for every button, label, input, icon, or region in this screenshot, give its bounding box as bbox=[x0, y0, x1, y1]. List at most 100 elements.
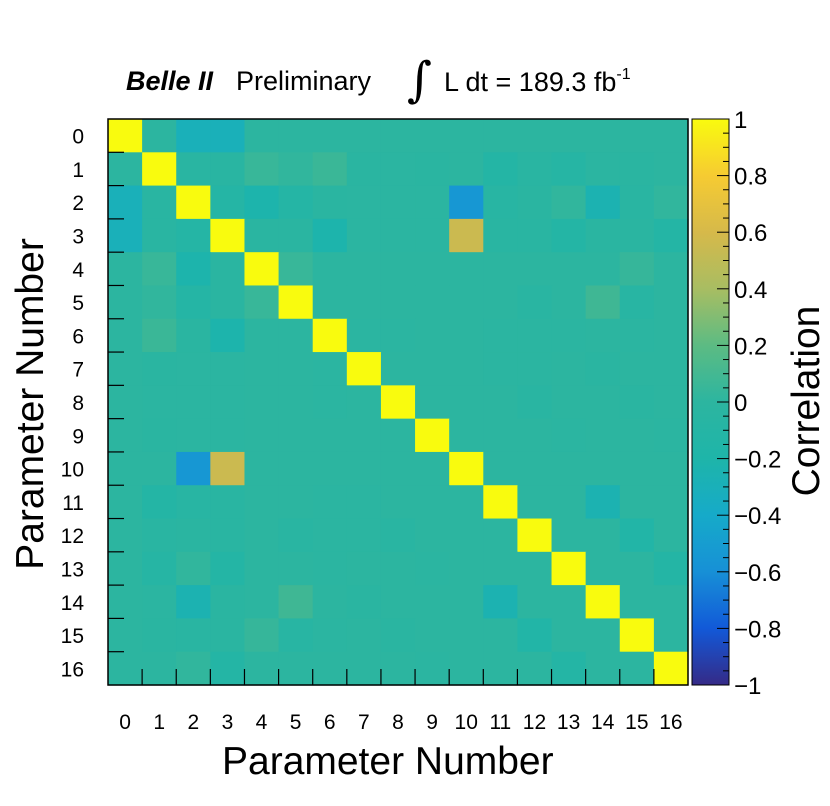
heatmap-cell-1-8 bbox=[380, 152, 416, 187]
heatmap-cell-2-5 bbox=[278, 185, 314, 220]
heatmap-cell-1-2 bbox=[176, 152, 211, 187]
heatmap-cell-13-6 bbox=[312, 551, 348, 586]
heatmap-cell-2-8 bbox=[380, 185, 416, 220]
status-label: Preliminary bbox=[236, 66, 372, 96]
y-tick-label: 7 bbox=[72, 359, 84, 382]
heatmap-cell-9-12 bbox=[517, 418, 553, 453]
y-tick-label: 14 bbox=[61, 592, 85, 615]
heatmap-cell-5-12 bbox=[517, 285, 553, 320]
heatmap-cell-4-13 bbox=[551, 252, 587, 287]
heatmap-cell-4-16 bbox=[653, 252, 689, 287]
heatmap-cell-10-10 bbox=[449, 451, 484, 486]
heatmap-cell-3-12 bbox=[517, 218, 553, 253]
heatmap-cell-14-6 bbox=[312, 585, 348, 620]
colorbar-tick-label: 0.4 bbox=[734, 277, 767, 304]
colorbar-tick-label: −0.2 bbox=[734, 447, 781, 474]
heatmap-cell-7-6 bbox=[312, 352, 348, 386]
y-tick-label: 8 bbox=[72, 392, 84, 415]
heatmap-cell-0-10 bbox=[449, 119, 484, 153]
heatmap-cell-7-15 bbox=[619, 352, 655, 386]
heatmap-cell-14-4 bbox=[244, 585, 280, 620]
heatmap-cell-9-7 bbox=[346, 418, 382, 453]
colorbar-tick-label: 0.8 bbox=[734, 164, 767, 191]
heatmap-cell-13-4 bbox=[244, 551, 280, 586]
heatmap-cell-7-7 bbox=[346, 352, 382, 386]
heatmap-cell-12-3 bbox=[210, 518, 246, 553]
heatmap-cell-11-6 bbox=[312, 485, 348, 520]
heatmap-cell-16-3 bbox=[210, 651, 246, 686]
heatmap-cell-16-4 bbox=[244, 651, 280, 686]
heatmap-cell-4-7 bbox=[346, 252, 382, 287]
heatmap-cell-0-2 bbox=[176, 119, 211, 153]
heatmap-cell-12-5 bbox=[278, 518, 314, 553]
heatmap-cell-3-14 bbox=[585, 218, 621, 253]
heatmap-cell-8-1 bbox=[142, 385, 177, 420]
heatmap-cell-8-14 bbox=[585, 385, 621, 420]
heatmap-cell-5-9 bbox=[415, 285, 450, 320]
heatmap-cell-5-1 bbox=[142, 285, 177, 320]
colorbar-tick-label: −1 bbox=[734, 673, 761, 700]
y-tick-label: 13 bbox=[61, 558, 84, 581]
heatmap-cell-16-5 bbox=[278, 651, 314, 686]
x-tick-label: 0 bbox=[119, 711, 131, 734]
heatmap-cell-2-7 bbox=[346, 185, 382, 220]
heatmap-cell-3-1 bbox=[142, 218, 177, 253]
heatmap-cell-16-0 bbox=[108, 651, 143, 686]
heatmap-cell-6-3 bbox=[210, 318, 246, 353]
heatmap-cell-1-1 bbox=[142, 152, 177, 187]
y-tick-label: 4 bbox=[72, 259, 84, 282]
heatmap-cell-8-13 bbox=[551, 385, 587, 420]
heatmap-cell-6-5 bbox=[278, 318, 314, 353]
heatmap-cell-9-11 bbox=[483, 418, 519, 453]
heatmap-cell-3-13 bbox=[551, 218, 587, 253]
heatmap-cell-6-4 bbox=[244, 318, 280, 353]
heatmap-cell-11-11 bbox=[483, 485, 519, 520]
heatmap-cell-2-11 bbox=[483, 185, 519, 220]
heatmap-cell-8-3 bbox=[210, 385, 246, 420]
heatmap-cell-12-7 bbox=[346, 518, 382, 553]
heatmap-cell-10-3 bbox=[210, 451, 246, 486]
heatmap-cell-4-1 bbox=[142, 252, 177, 287]
colorbar-tick-label: −0.6 bbox=[734, 560, 781, 587]
heatmap-cell-15-3 bbox=[210, 618, 246, 653]
heatmap-cell-4-6 bbox=[312, 252, 348, 287]
heatmap-cell-10-0 bbox=[108, 451, 143, 486]
x-tick-label: 11 bbox=[489, 711, 511, 734]
colorbar-label: Correlation bbox=[785, 305, 828, 497]
heatmap-cell-13-0 bbox=[108, 551, 143, 586]
heatmap-cell-3-9 bbox=[415, 218, 450, 253]
heatmap-cell-2-3 bbox=[210, 185, 246, 220]
heatmap-cell-8-16 bbox=[653, 385, 689, 420]
heatmap-cell-4-15 bbox=[619, 252, 655, 287]
heatmap-cell-4-8 bbox=[380, 252, 416, 287]
heatmap-cell-4-5 bbox=[278, 252, 314, 287]
heatmap-cell-3-15 bbox=[619, 218, 655, 253]
heatmap-cell-9-8 bbox=[380, 418, 416, 453]
heatmap-cell-10-5 bbox=[278, 451, 314, 486]
heatmap-cell-9-0 bbox=[108, 418, 143, 453]
heatmap-cell-6-13 bbox=[551, 318, 587, 353]
heatmap-cell-11-1 bbox=[142, 485, 177, 520]
heatmap-cell-11-7 bbox=[346, 485, 382, 520]
heatmap-cell-14-10 bbox=[449, 585, 484, 620]
heatmap-cell-6-0 bbox=[108, 318, 143, 353]
heatmap-cell-7-11 bbox=[483, 352, 519, 386]
colorbar-tick-label: 0.6 bbox=[734, 220, 767, 247]
heatmap-cell-9-10 bbox=[449, 418, 484, 453]
heatmap-cell-14-11 bbox=[483, 585, 519, 620]
heatmap-cell-9-2 bbox=[176, 418, 211, 453]
heatmap-cell-2-4 bbox=[244, 185, 280, 220]
heatmap-cell-2-1 bbox=[142, 185, 177, 220]
heatmap-cell-0-9 bbox=[415, 119, 450, 153]
heatmap-cell-9-16 bbox=[653, 418, 689, 453]
heatmap-cell-6-6 bbox=[312, 318, 348, 353]
heatmap-cell-8-4 bbox=[244, 385, 280, 420]
heatmap-cell-8-11 bbox=[483, 385, 519, 420]
heatmap-cell-10-9 bbox=[415, 451, 450, 486]
heatmap-cell-7-4 bbox=[244, 352, 280, 386]
heatmap-cell-0-4 bbox=[244, 119, 280, 153]
heatmap-cell-4-10 bbox=[449, 252, 484, 287]
colorbar-tick-label: 0 bbox=[734, 390, 747, 417]
heatmap-cell-6-12 bbox=[517, 318, 553, 353]
